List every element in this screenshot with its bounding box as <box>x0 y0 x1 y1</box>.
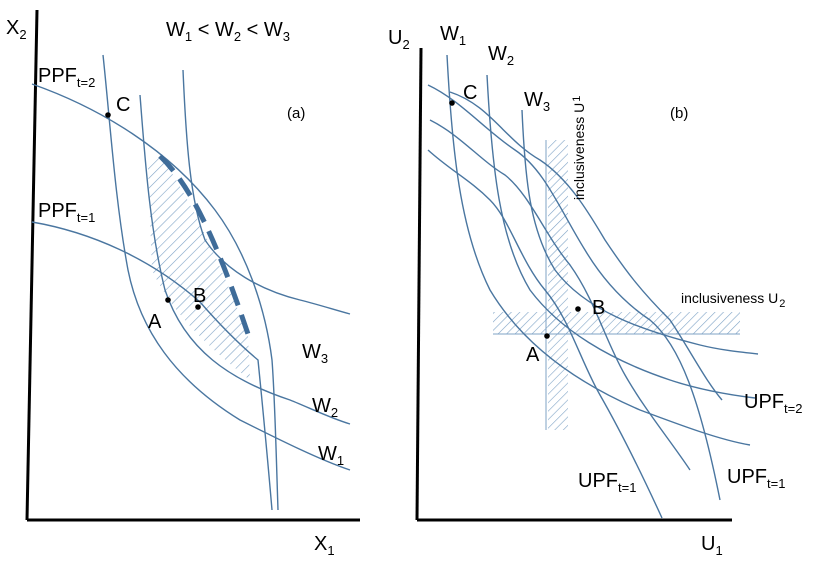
ppf-t1-label: PPFt=1 <box>38 200 95 225</box>
panel-a-hatched-region <box>148 155 250 380</box>
upf-t1-label-bottom: UPFt=1 <box>578 470 636 495</box>
panel-a-y-axis <box>27 10 37 520</box>
point-c-label-b: C <box>463 82 477 104</box>
w1-label-a: W1 <box>318 443 344 468</box>
w1-label-b: W1 <box>440 23 466 48</box>
panel-b-label: (b) <box>670 105 688 122</box>
point-a-label-b: A <box>526 344 540 366</box>
point-c-b <box>449 100 455 106</box>
panel-a-y-axis-label: X2 <box>6 17 27 42</box>
panel-a: X2 X1 W1 < W2 < W3 (a) PPFt=2 PPFt=1 C A… <box>6 10 360 558</box>
ppf-t2-curve <box>32 84 278 510</box>
panel-b-y-axis-label: U2 <box>388 27 410 52</box>
point-c-a <box>105 112 111 118</box>
w2-label-b: W2 <box>488 43 514 68</box>
point-a-a <box>165 297 171 303</box>
w3-label-a: W3 <box>302 341 328 366</box>
panel-b-x-axis-label: U1 <box>701 533 723 558</box>
point-a-b <box>544 333 550 339</box>
panel-a-label: (a) <box>287 105 305 122</box>
inclusiveness-u1-band <box>548 140 568 430</box>
point-b-label-b: B <box>592 297 605 319</box>
point-a-label-a: A <box>148 311 162 333</box>
panel-b: U2 U1 W1 W2 W3 (b) inclusiveness U1 incl… <box>388 23 802 558</box>
w2-label-a: W2 <box>312 395 338 420</box>
panel-b-y-axis <box>417 48 421 520</box>
inclusiveness-u1-label: inclusiveness U1 <box>571 96 587 200</box>
point-c-label-a: C <box>116 94 130 116</box>
ppf-t2-label: PPFt=2 <box>38 65 95 90</box>
w1-curve-b <box>447 55 750 445</box>
welfare-ordering-label: W1 < W2 < W3 <box>166 19 290 44</box>
inclusiveness-u2-band <box>493 312 740 334</box>
inclusiveness-u2-label: inclusiveness U2 <box>681 290 785 310</box>
point-b-b <box>575 306 581 312</box>
point-b-label-a: B <box>193 285 206 307</box>
upf-t2-label: UPFt=2 <box>744 391 802 416</box>
w3-label-b: W3 <box>524 89 550 114</box>
upf-t1-label-right: UPFt=1 <box>727 466 785 491</box>
panel-a-x-axis-label: X1 <box>314 533 335 558</box>
